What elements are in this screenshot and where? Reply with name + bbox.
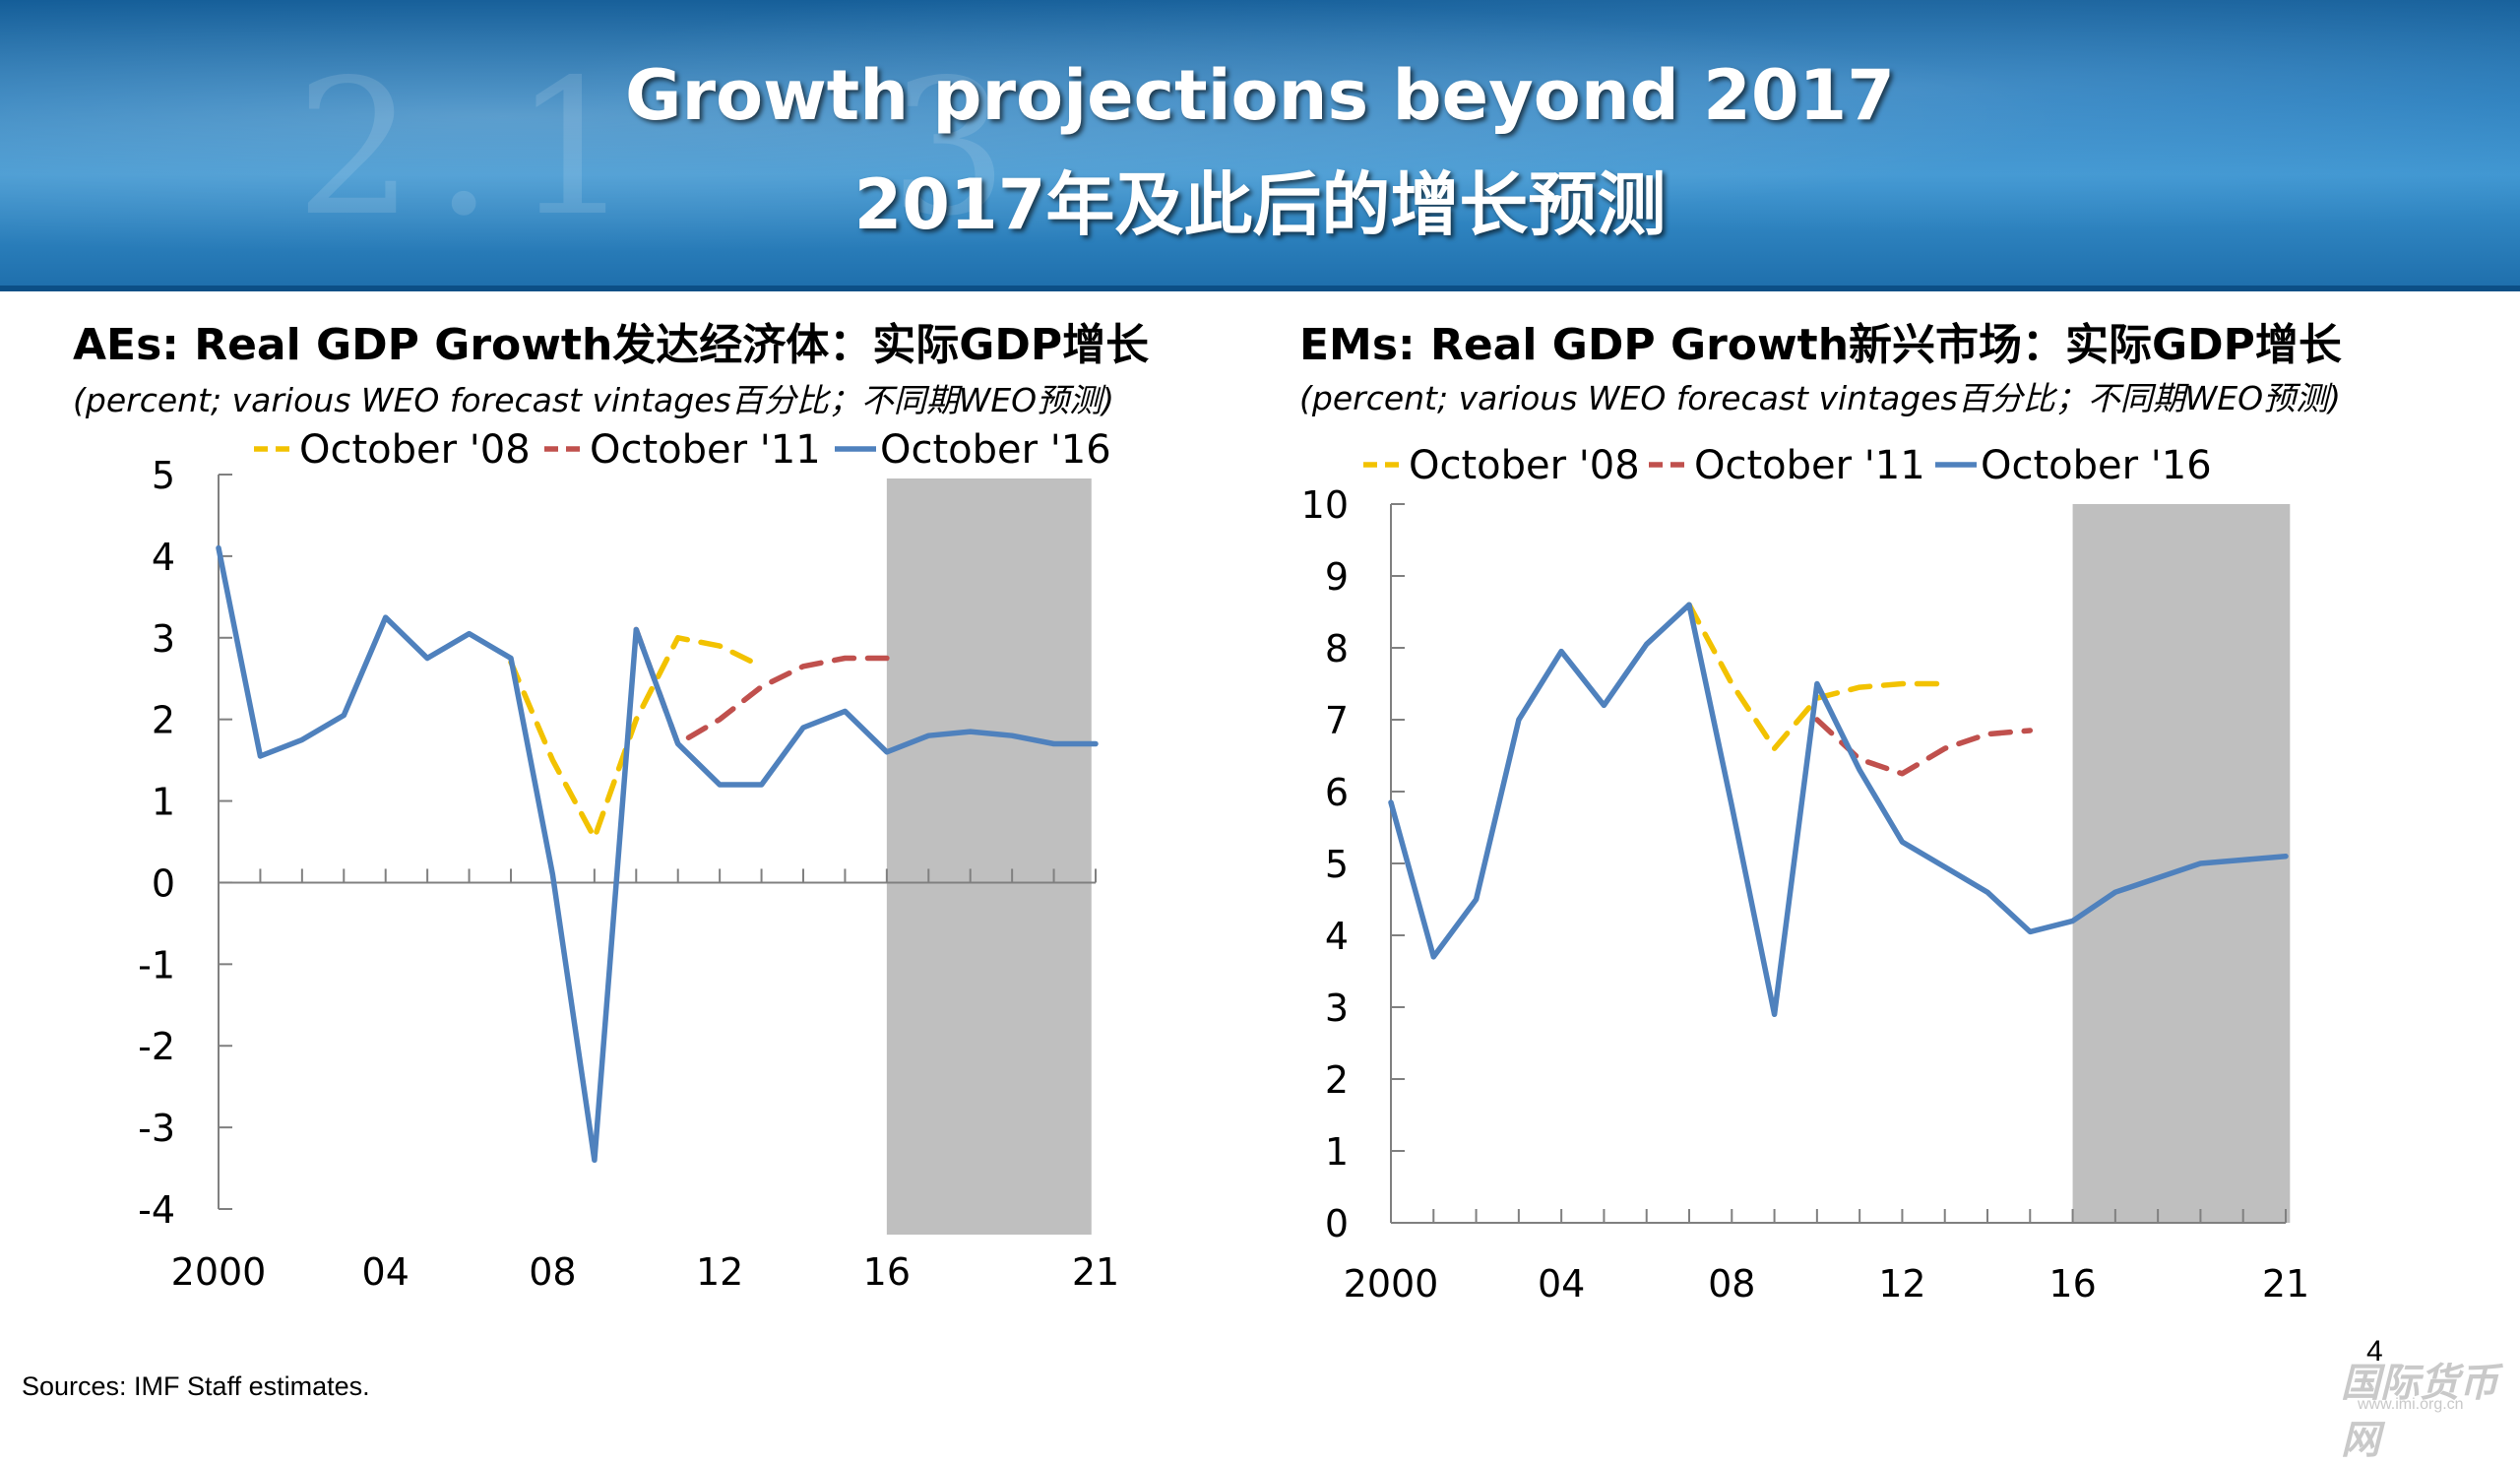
em-y-tick-label: 6: [1325, 771, 1349, 814]
ae-y-tick-label: 5: [152, 454, 175, 497]
em-series-oct16: [1388, 602, 2289, 1018]
banner-decoration: 2.1 3: [295, 39, 1029, 257]
ae-y-tick-label: 1: [152, 781, 175, 824]
banner-divider: [0, 286, 2520, 291]
ae-y-tick-label: 3: [152, 617, 175, 661]
em-y-tick-label: 2: [1325, 1058, 1349, 1102]
em-y-tick-label: 4: [1325, 915, 1349, 958]
ae-y-tick-label: 4: [152, 536, 175, 579]
em-x-tick-label: 04: [1538, 1262, 1585, 1306]
em-chart-title: EMs: Real GDP Growth新兴市场：实际GDP增长: [1299, 320, 2342, 370]
em-x-tick-label: 21: [2262, 1262, 2309, 1306]
em-projection-shade: [2072, 504, 2291, 1223]
em-y-tick-label: 1: [1325, 1130, 1349, 1174]
page-number: 4: [2366, 1335, 2383, 1368]
em-y-tick-label: 5: [1325, 843, 1349, 886]
ae-x-tick-label: 04: [362, 1250, 410, 1294]
em-legend-label: October '08: [1409, 443, 1640, 488]
em-y-tick-label: 3: [1325, 987, 1349, 1030]
em-x-tick-label: 12: [1878, 1262, 1925, 1306]
ae-x-tick-label: 12: [696, 1250, 743, 1294]
page-title-en: Growth projections beyond 2017: [625, 55, 1895, 136]
ae-x-tick-label: 08: [529, 1250, 576, 1294]
em-x-tick-label: 2000: [1344, 1262, 1439, 1306]
ae-x-tick-label: 2000: [171, 1250, 267, 1294]
ae-chart-subtitle: (percent; various WEO forecast vintages百…: [73, 381, 1115, 419]
em-y-tick-label: 8: [1325, 627, 1349, 670]
page-title-zh: 2017年及此后的增长预测: [853, 164, 1667, 245]
ae-y-tick-label: -1: [138, 943, 175, 987]
em-y-tick-label: 9: [1325, 555, 1349, 599]
watermark-url: www.imi.org.cn: [2358, 1396, 2464, 1413]
em-x-tick-label: 16: [2048, 1262, 2096, 1306]
ae-y-tick-label: -2: [138, 1025, 175, 1068]
ae-y-tick-label: 2: [152, 699, 175, 742]
ae-chart-title: AEs: Real GDP Growth发达经济体：实际GDP增长: [73, 320, 1150, 370]
ae-y-tick-label: -3: [138, 1107, 175, 1150]
ae-legend-label: October '08: [299, 427, 531, 473]
ae-series-oct16: [216, 544, 1099, 1164]
em-legend-label: October '11: [1694, 443, 1925, 488]
ae-series-oct08: [508, 635, 765, 841]
em-legend-label: October '16: [1981, 443, 2212, 488]
ae-legend-label: October '16: [880, 427, 1111, 473]
ae-x-tick-label: 21: [1072, 1250, 1119, 1294]
ae-y-tick-label: -4: [138, 1188, 175, 1232]
em-y-tick-label: 7: [1325, 699, 1349, 742]
ae-legend-label: October '11: [590, 427, 821, 473]
em-series-oct08: [1686, 602, 1948, 751]
em-x-tick-label: 08: [1708, 1262, 1755, 1306]
em-y-tick-label: 0: [1325, 1202, 1349, 1245]
sources-note: Sources: IMF Staff estimates.: [22, 1371, 370, 1401]
ae-y-tick-label: 0: [152, 861, 175, 905]
header-banner: 2.1 3 Growth projections beyond 2017 201…: [0, 0, 2520, 291]
banner-glow: [0, 0, 2520, 291]
em-chart-subtitle: (percent; various WEO forecast vintages百…: [1299, 379, 2342, 417]
em-y-tick-label: 10: [1301, 483, 1349, 527]
ae-x-tick-label: 16: [863, 1250, 911, 1294]
ae-projection-shade: [886, 478, 1092, 1235]
